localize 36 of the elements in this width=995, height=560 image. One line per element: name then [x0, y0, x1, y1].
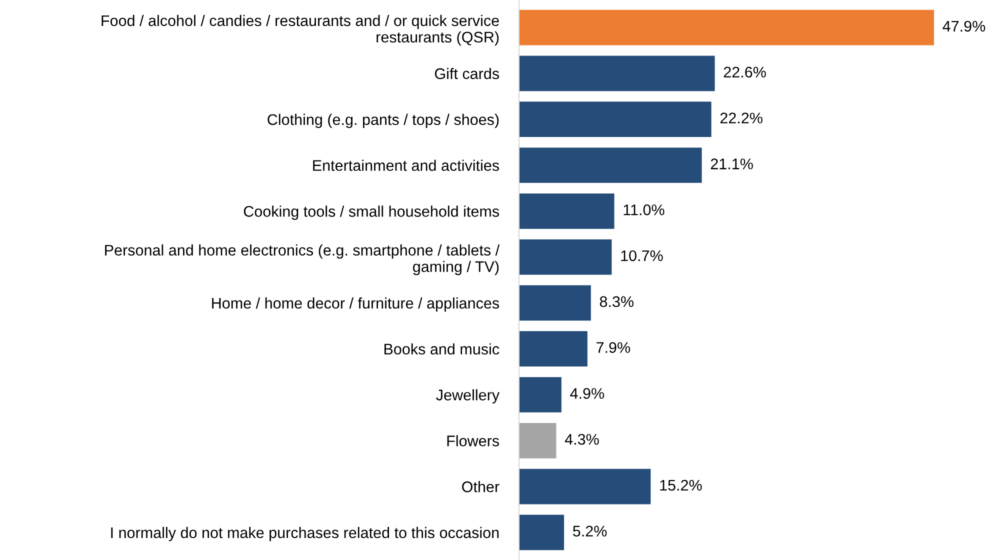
y-tick-label: Entertainment and activities [313, 160, 500, 171]
y-tick-label: Personal and home electronics (e.g. smartphone / tablets / gaming / TV) [105, 244, 500, 276]
data-label: 21.1% [710, 158, 753, 170]
y-tick-label: Jewellery [436, 389, 500, 404]
data-label: 7.9% [596, 342, 630, 353]
bar [519, 422, 556, 458]
y-tick-label: Clothing (e.g. pants / tops / shoes) [268, 114, 499, 128]
y-tick-label: Books and music [384, 343, 500, 355]
y-tick-label: Other [462, 481, 500, 492]
data-label: 22.2% [720, 112, 762, 124]
bar [519, 148, 702, 183]
data-label: 47.9% [942, 20, 986, 32]
bar [519, 239, 612, 275]
data-label: 11.0% [624, 204, 664, 216]
bar [519, 468, 651, 504]
y-tick-label: Gift cards [434, 68, 500, 80]
y-tick-label: Home / home decor / furniture / appliances [212, 297, 500, 312]
data-label: 5.2% [572, 526, 607, 537]
y-tick-label: Food / alcohol / candies / restaurants and / or quick service restaurants (QSR) [102, 14, 499, 46]
bar [519, 331, 588, 367]
bar [519, 102, 712, 138]
data-label: 22.6% [724, 66, 766, 78]
bar [519, 56, 715, 92]
data-label: 4.3% [564, 434, 599, 445]
bar [519, 377, 562, 412]
bar [519, 285, 591, 321]
bar [519, 193, 614, 229]
y-tick-label: I normally do not make purchases related to this occasion [111, 526, 499, 542]
bar [519, 10, 934, 46]
data-label: 4.9% [570, 388, 604, 399]
data-label: 8.3% [600, 296, 634, 308]
y-tick-label: Cooking tools / small household items [244, 206, 500, 220]
y-tick-label: Flowers [447, 435, 500, 446]
data-label: 10.7% [621, 250, 663, 262]
bar [519, 514, 564, 550]
data-label: 15.2% [660, 480, 702, 491]
